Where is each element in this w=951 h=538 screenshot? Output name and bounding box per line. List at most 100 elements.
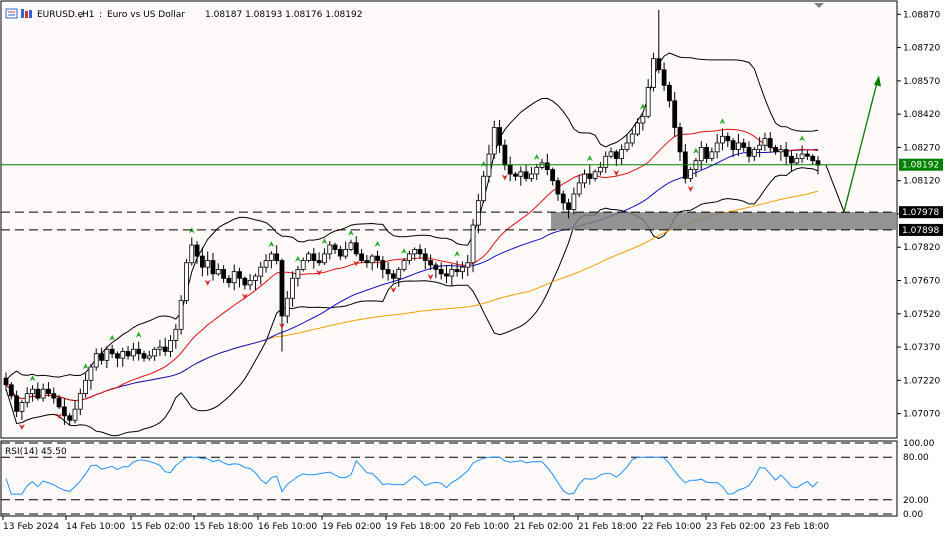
price-tick-label: 1.08870 xyxy=(903,10,940,20)
ma-fast-line xyxy=(5,128,819,402)
candle-body xyxy=(72,408,78,421)
buy-arrow-icon xyxy=(480,161,487,168)
candle-body xyxy=(375,255,380,261)
candle-body xyxy=(555,180,561,195)
candle-body xyxy=(587,173,593,179)
time-tick-label: 15 Feb 18:00 xyxy=(194,522,253,532)
candle-body xyxy=(491,127,497,155)
candle-body xyxy=(582,173,587,184)
candle-body xyxy=(757,144,763,151)
candle-body xyxy=(672,100,678,128)
candle-body xyxy=(460,266,465,273)
candle-body xyxy=(56,397,62,408)
candle-body xyxy=(666,84,672,102)
candle-body xyxy=(417,249,423,255)
candle-body xyxy=(120,351,126,359)
candle-body xyxy=(613,151,619,159)
time-tick-label: 20 Feb 10:00 xyxy=(450,522,509,532)
ma-mid-line xyxy=(5,148,819,402)
candle-body xyxy=(109,348,115,355)
candle-body xyxy=(481,175,487,202)
projection-up-line xyxy=(843,78,879,212)
sell-arrow-icon xyxy=(501,174,508,181)
candle-body xyxy=(300,260,306,270)
buy-arrow-icon xyxy=(29,375,36,382)
candle-body xyxy=(237,271,242,279)
sell-arrow-icon xyxy=(316,269,323,276)
candle-body xyxy=(157,346,163,350)
candle-body xyxy=(369,255,375,264)
candle-body xyxy=(725,135,731,142)
time-axis: 13 Feb 2024 14 Feb 10:00 15 Feb 02:00 15 Fe… xyxy=(2,516,829,532)
candle-body xyxy=(677,127,683,153)
candle-body xyxy=(146,355,152,359)
time-tick-label: 23 Feb 18:00 xyxy=(770,522,829,532)
rsi-line xyxy=(5,456,819,495)
candle-body xyxy=(311,253,317,261)
rsi-level-label: 80.00 xyxy=(903,453,929,463)
candle-body xyxy=(343,249,349,257)
candle-body xyxy=(735,142,741,151)
candle-body xyxy=(173,328,179,341)
separator-text: , xyxy=(79,10,82,20)
candle-body xyxy=(125,351,131,357)
time-tick-label: 21 Feb 02:00 xyxy=(514,522,573,532)
symbol-text: EURUSD.e xyxy=(37,10,84,20)
candle-body xyxy=(401,260,407,270)
time-tick-label: 19 Feb 02:00 xyxy=(322,522,381,532)
chart-menu-icon[interactable] xyxy=(5,8,18,19)
buy-arrow-icon xyxy=(533,154,540,161)
sell-arrow-icon xyxy=(427,274,434,281)
candle-body xyxy=(61,406,67,417)
current-price-tag-text: 1.08192 xyxy=(902,161,939,171)
candle-body xyxy=(422,253,428,261)
candle-body xyxy=(396,269,402,279)
candle-body xyxy=(608,151,614,157)
candle-body xyxy=(385,269,391,275)
buy-arrow-icon xyxy=(401,248,408,255)
candles xyxy=(3,9,821,426)
candle-body xyxy=(77,393,83,410)
candle-body xyxy=(83,379,89,395)
sell-arrow-icon xyxy=(278,322,285,329)
chart-type-icon[interactable] xyxy=(21,9,32,18)
chart-shift-icon[interactable] xyxy=(814,3,824,8)
candle-body xyxy=(449,269,455,277)
candle-body xyxy=(428,260,433,266)
time-tick-label: 15 Feb 02:00 xyxy=(131,522,190,532)
signal-arrows xyxy=(18,103,806,430)
candle-body xyxy=(226,277,232,284)
candle-body xyxy=(221,269,226,279)
candle-body xyxy=(40,388,46,399)
candle-body xyxy=(3,377,9,386)
candle-body xyxy=(465,262,471,268)
level-lines xyxy=(1,164,897,231)
candle-body xyxy=(242,277,248,286)
candle-body xyxy=(720,135,725,144)
candle-body xyxy=(688,169,694,179)
buy-arrow-icon xyxy=(692,147,699,154)
candle-body xyxy=(353,242,359,255)
price-tick-label: 1.07070 xyxy=(903,410,940,420)
candle-body xyxy=(199,255,205,268)
candle-body xyxy=(640,115,646,124)
candle-body xyxy=(475,200,481,226)
candle-body xyxy=(231,271,237,284)
candle-body xyxy=(714,142,720,153)
candle-body xyxy=(497,127,502,146)
time-tick-label: 19 Feb 18:00 xyxy=(386,522,445,532)
candle-body xyxy=(168,339,173,352)
price-tick-label: 1.08570 xyxy=(903,77,940,87)
buy-arrow-icon xyxy=(268,241,275,248)
candle-body xyxy=(406,253,412,261)
buy-arrow-icon xyxy=(135,331,142,338)
candle-body xyxy=(184,262,189,301)
price-tick-label: 1.07670 xyxy=(903,277,940,287)
candle-body xyxy=(529,173,534,179)
candle-body xyxy=(290,277,295,299)
candle-body xyxy=(130,348,136,357)
candle-body xyxy=(348,242,354,250)
zone-top-tag-box xyxy=(899,206,943,219)
candle-body xyxy=(189,244,195,264)
